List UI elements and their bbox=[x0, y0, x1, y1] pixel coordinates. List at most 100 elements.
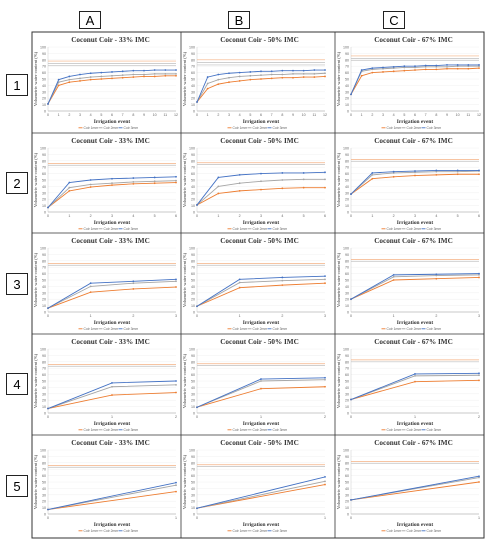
chart-title: Coconut Coir - 33% IMC bbox=[71, 338, 150, 346]
y-tick-label: 60 bbox=[345, 373, 349, 377]
y-tick-label: 0 bbox=[44, 110, 46, 114]
y-tick-label: 40 bbox=[345, 386, 349, 390]
y-tick-label: 30 bbox=[42, 291, 46, 295]
data-point bbox=[435, 274, 438, 277]
y-tick-label: 20 bbox=[191, 500, 195, 504]
y-tick-label: 70 bbox=[42, 166, 46, 170]
data-point bbox=[111, 71, 113, 73]
y-tick-label: 50 bbox=[191, 78, 195, 82]
data-point bbox=[260, 70, 262, 73]
data-point bbox=[324, 385, 326, 388]
data-point bbox=[89, 186, 92, 188]
y-tick-label: 30 bbox=[191, 191, 195, 195]
data-point bbox=[132, 282, 135, 285]
x-tick-label: 9 bbox=[292, 113, 294, 117]
series-line-3 bbox=[196, 275, 326, 307]
data-point bbox=[175, 74, 177, 77]
y-tick-label: 100 bbox=[40, 449, 46, 453]
x-axis-label: Irrigation event bbox=[397, 320, 434, 326]
data-point bbox=[435, 169, 438, 172]
y-tick-label: 30 bbox=[345, 291, 349, 295]
row-label-2: 2 bbox=[6, 172, 28, 194]
data-point bbox=[79, 73, 81, 76]
data-point bbox=[238, 173, 241, 176]
x-tick-label: 2 bbox=[90, 214, 92, 218]
column-label-b: B bbox=[228, 11, 250, 29]
data-point bbox=[47, 508, 49, 511]
data-point bbox=[121, 74, 124, 77]
data-point bbox=[175, 383, 177, 386]
data-point bbox=[392, 275, 395, 278]
data-point bbox=[79, 80, 81, 82]
chart-title: Coconut Coir - 67% IMC bbox=[374, 137, 453, 145]
y-tick-label: 80 bbox=[42, 58, 46, 62]
x-tick-label: 2 bbox=[324, 415, 326, 419]
data-point bbox=[206, 87, 209, 90]
data-point bbox=[478, 169, 480, 172]
y-tick-label: 40 bbox=[345, 285, 349, 289]
data-point bbox=[456, 173, 459, 176]
series-line-2 bbox=[196, 278, 326, 307]
legend-label: Coir 1mm bbox=[84, 529, 99, 533]
y-tick-label: 90 bbox=[345, 153, 349, 157]
data-point bbox=[89, 78, 92, 81]
data-point bbox=[100, 78, 103, 80]
y-tick-label: 50 bbox=[42, 179, 46, 183]
x-tick-label: 1 bbox=[324, 516, 326, 520]
x-tick-label: 0 bbox=[196, 516, 198, 520]
data-point bbox=[281, 284, 284, 287]
y-tick-label: 10 bbox=[191, 103, 195, 107]
data-point bbox=[467, 64, 470, 66]
data-point bbox=[68, 75, 71, 78]
y-tick-label: 40 bbox=[191, 84, 195, 88]
data-point bbox=[281, 276, 284, 279]
legend-label: Coir 3mm bbox=[427, 529, 442, 533]
y-tick-label: 40 bbox=[42, 386, 46, 390]
y-tick-label: 80 bbox=[345, 159, 349, 163]
legend-label: Coir 3mm bbox=[427, 428, 442, 432]
chart-panel-1-c: Coconut Coir - 67% IMC 0 10 20 30 40 50 60 70 80 9… bbox=[336, 36, 481, 130]
y-tick-label: 20 bbox=[345, 399, 349, 403]
y-tick-label: 90 bbox=[42, 354, 46, 358]
x-tick-label: 2 bbox=[217, 113, 219, 117]
y-tick-label: 90 bbox=[345, 52, 349, 56]
data-point bbox=[456, 170, 459, 173]
y-tick-label: 100 bbox=[40, 147, 46, 151]
data-point bbox=[446, 64, 448, 66]
y-tick-label: 50 bbox=[42, 481, 46, 485]
x-tick-label: 6 bbox=[324, 214, 326, 218]
x-tick-label: 5 bbox=[100, 113, 102, 117]
data-point bbox=[175, 490, 177, 493]
legend-label: Coir 2mm bbox=[104, 428, 119, 432]
y-tick-label: 60 bbox=[42, 172, 46, 176]
y-tick-label: 90 bbox=[191, 354, 195, 358]
data-point bbox=[478, 67, 480, 70]
legend-label: Coir 1mm bbox=[84, 126, 99, 130]
data-point bbox=[249, 71, 252, 73]
data-point bbox=[132, 73, 135, 76]
chart-title: Coconut Coir - 33% IMC bbox=[71, 137, 150, 145]
data-point bbox=[111, 74, 113, 77]
y-tick-label: 90 bbox=[191, 455, 195, 459]
data-point bbox=[249, 78, 252, 81]
y-tick-label: 0 bbox=[193, 311, 195, 315]
data-point bbox=[446, 67, 448, 70]
data-point bbox=[260, 378, 262, 380]
data-point bbox=[456, 64, 459, 66]
y-tick-label: 70 bbox=[191, 468, 195, 472]
series-line-1 bbox=[47, 491, 177, 510]
data-point bbox=[392, 175, 395, 178]
x-tick-label: 7 bbox=[271, 113, 273, 117]
chart-title: Coconut Coir - 33% IMC bbox=[71, 36, 150, 44]
x-tick-label: 10 bbox=[302, 113, 306, 117]
y-tick-label: 20 bbox=[42, 399, 46, 403]
y-tick-label: 10 bbox=[345, 405, 349, 409]
y-axis-label: Volumetric water content (%) bbox=[33, 353, 38, 408]
y-tick-label: 10 bbox=[42, 405, 46, 409]
x-tick-label: 8 bbox=[435, 113, 437, 117]
legend-label: Coir 1mm bbox=[233, 428, 248, 432]
row-label-3: 3 bbox=[6, 273, 28, 295]
data-point bbox=[153, 69, 156, 71]
data-point bbox=[414, 65, 416, 68]
